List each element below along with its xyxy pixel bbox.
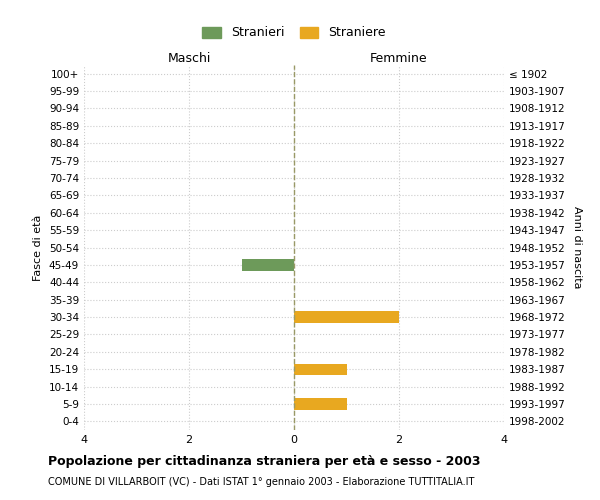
Text: Maschi: Maschi: [167, 52, 211, 65]
Text: Popolazione per cittadinanza straniera per età e sesso - 2003: Popolazione per cittadinanza straniera p…: [48, 455, 481, 468]
Y-axis label: Anni di nascita: Anni di nascita: [572, 206, 582, 289]
Bar: [294, 364, 347, 375]
Y-axis label: Fasce di età: Fasce di età: [34, 214, 43, 280]
Text: Femmine: Femmine: [370, 52, 428, 65]
Bar: [294, 312, 399, 322]
Bar: [294, 398, 347, 409]
Bar: [241, 259, 294, 270]
Text: COMUNE DI VILLARBOIT (VC) - Dati ISTAT 1° gennaio 2003 - Elaborazione TUTTITALIA: COMUNE DI VILLARBOIT (VC) - Dati ISTAT 1…: [48, 477, 475, 487]
Legend: Stranieri, Straniere: Stranieri, Straniere: [196, 20, 392, 46]
